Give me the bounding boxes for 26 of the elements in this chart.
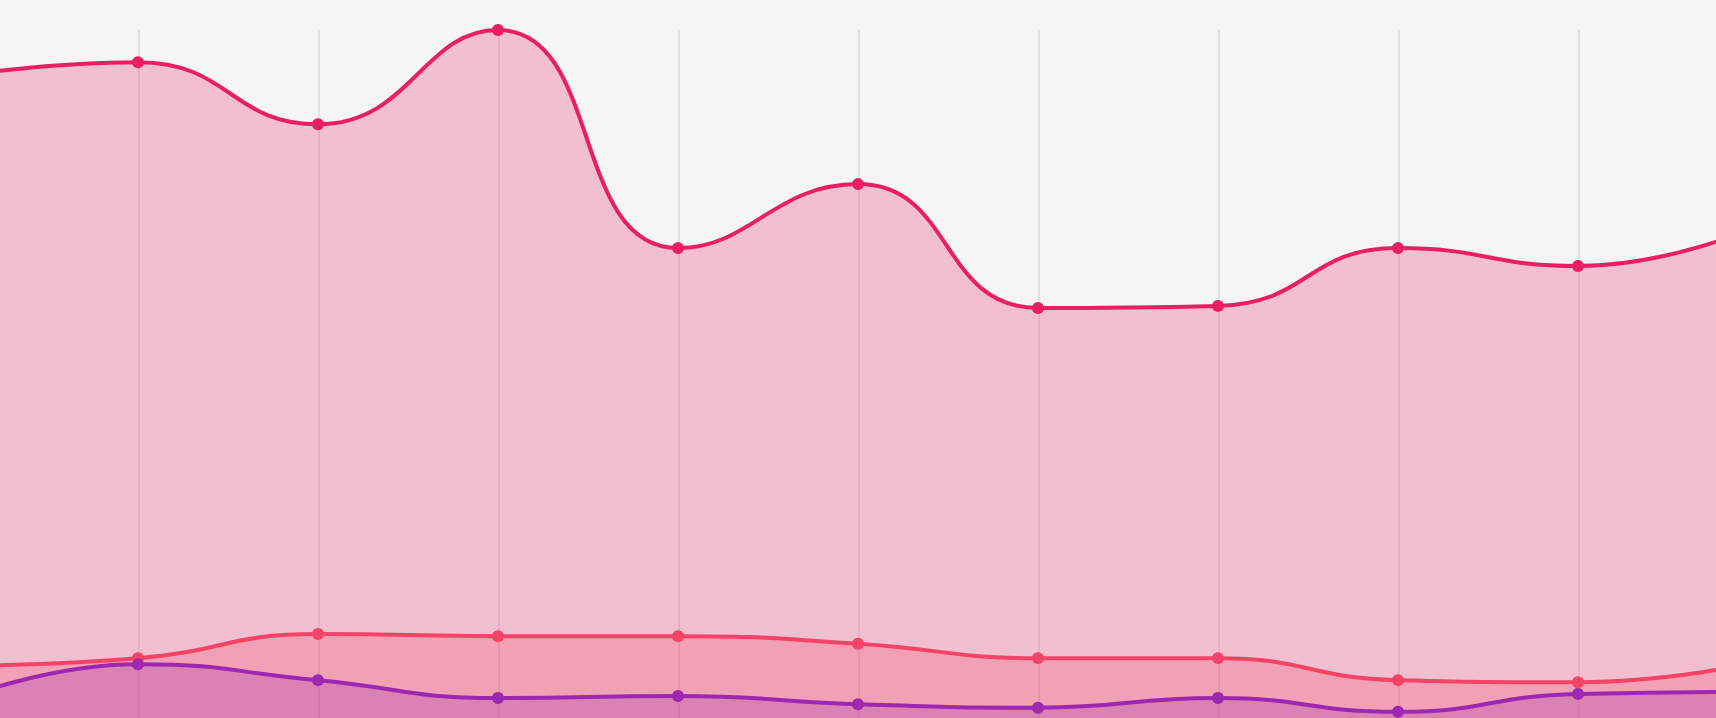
point <box>312 118 324 131</box>
point <box>1572 676 1584 689</box>
point <box>1212 652 1224 665</box>
point <box>1032 652 1044 665</box>
point <box>132 658 144 671</box>
point <box>852 698 864 711</box>
point <box>1212 692 1224 705</box>
point <box>1392 242 1404 255</box>
point <box>1212 299 1224 312</box>
point <box>672 242 684 255</box>
point <box>312 674 324 687</box>
point <box>492 692 504 705</box>
point <box>1572 687 1584 700</box>
point <box>1032 301 1044 314</box>
point <box>492 630 504 643</box>
point <box>1572 259 1584 272</box>
point <box>492 24 504 36</box>
point <box>132 56 144 69</box>
point <box>1392 705 1404 718</box>
point <box>1392 674 1404 687</box>
point <box>672 689 684 702</box>
point <box>852 178 864 191</box>
point <box>1032 701 1044 714</box>
point <box>312 628 324 641</box>
point <box>672 630 684 643</box>
point <box>852 637 864 650</box>
